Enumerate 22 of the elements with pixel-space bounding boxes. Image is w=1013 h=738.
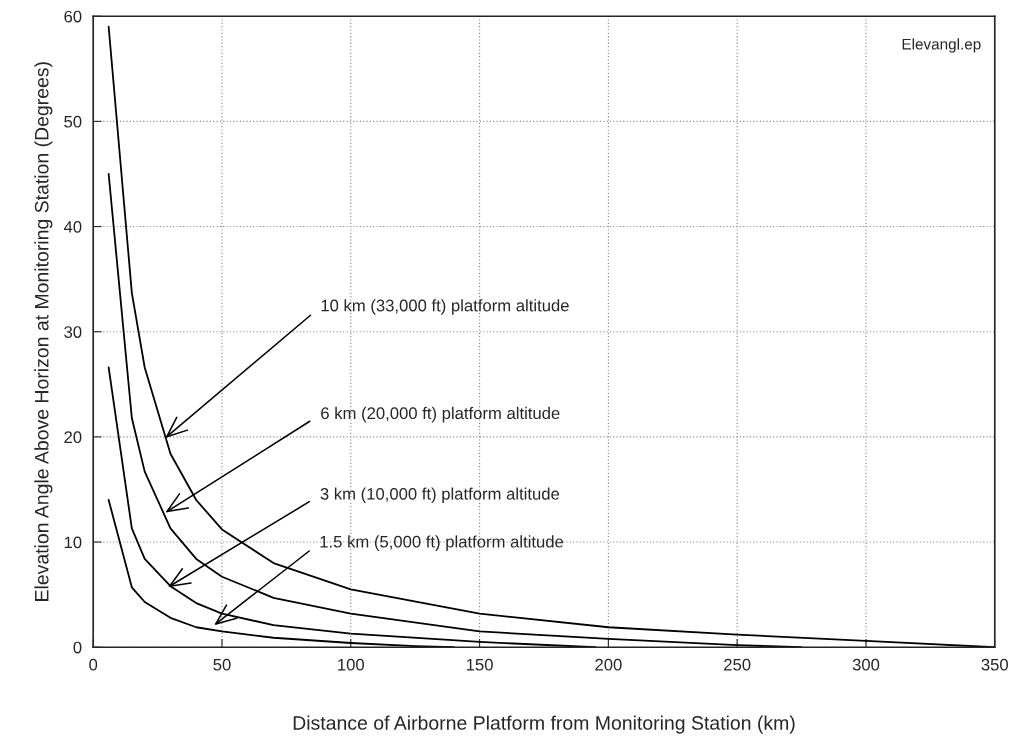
y-tick-label: 0 [73, 641, 82, 654]
annotation: Elevangl.ep [902, 38, 981, 53]
x-tick-label: 100 [338, 658, 365, 671]
annotation: 1.5 km (5,000 ft) platform altitude [320, 535, 564, 551]
x-tick-label: 250 [724, 658, 751, 671]
y-tick-label: 30 [64, 326, 82, 338]
y-tick-label: 20 [64, 431, 82, 444]
x-tick-label: 300 [852, 658, 880, 671]
annotation: 6 km (20,000 ft) platform altitude [321, 406, 560, 423]
y-axis-title: Elevation Angle Above Horizon at Monitoring Station (Degrees) [34, 62, 53, 601]
x-tick-label: 200 [595, 658, 622, 671]
y-tick-label: 60 [64, 10, 82, 23]
annotation: 3 km (10,000 ft) platform altitude [320, 487, 560, 504]
x-axis-title: Distance of Airborne Platform from Monitoring Station (km) [293, 715, 795, 734]
x-tick-label: 150 [466, 658, 493, 671]
annotation: 10 km (33,000 ft) platform altitude [321, 299, 569, 315]
y-tick-label: 10 [64, 536, 82, 549]
y-tick-label: 40 [63, 220, 82, 233]
x-tick-label: 50 [213, 658, 231, 671]
x-tick-label: 350 [981, 658, 1009, 671]
y-tick-label: 50 [64, 115, 82, 128]
x-tick-label: 0 [89, 658, 98, 671]
